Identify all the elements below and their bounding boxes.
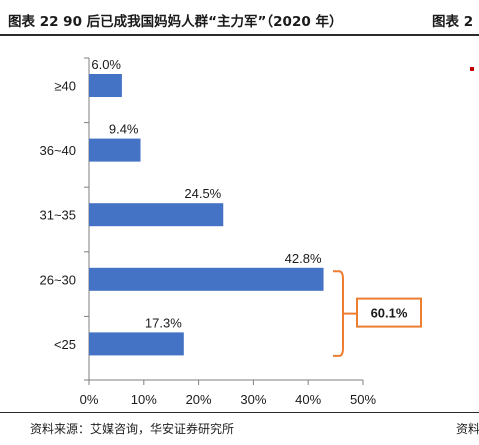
y-tick-label: 26~30: [39, 272, 76, 287]
header-rule: [0, 34, 479, 36]
bar-chart: 0% 10% 20% 30% 40% 50% ≥40 36~40 31~35 26~30 <25 6…: [39, 57, 422, 407]
data-label: 17.3%: [145, 315, 182, 330]
legend-marker-icon: [470, 67, 474, 71]
callout-value: 60.1%: [371, 306, 408, 321]
bar: [89, 74, 122, 97]
data-label: 42.8%: [285, 251, 322, 266]
bar: [89, 267, 324, 291]
y-tick-label: ≥40: [54, 79, 76, 94]
source-note-truncated: 资料: [456, 422, 479, 436]
x-tick-label: 10%: [131, 392, 157, 407]
chart-data-labels: 6.0% 9.4% 24.5% 42.8% 17.3%: [91, 57, 322, 330]
bar: [89, 138, 141, 162]
y-tick-label: 36~40: [39, 143, 76, 158]
chart-header: 图表 22 90 后已成我国妈妈人群“主力军”（2020 年） 图表 2: [0, 0, 479, 34]
chart-axes: 0% 10% 20% 30% 40% 50% ≥40 36~40 31~35 26~30 <25: [39, 57, 376, 407]
footer-rule: [0, 412, 479, 413]
callout-box: [356, 297, 422, 328]
y-tick-label: <25: [54, 337, 76, 352]
x-tick-label: 40%: [295, 392, 321, 407]
x-tick-label: 20%: [186, 392, 212, 407]
data-label: 9.4%: [109, 122, 139, 137]
callout-bracket: [333, 270, 344, 357]
x-tick-label: 30%: [240, 392, 266, 407]
chart-bars: [89, 74, 324, 356]
chart-title: 图表 22 90 后已成我国妈妈人群“主力军”（2020 年）: [8, 14, 343, 30]
data-label: 6.0%: [91, 57, 121, 72]
x-tick-label: 50%: [350, 392, 376, 407]
source-note: 资料来源：艾媒咨询，华安证券研究所: [30, 422, 235, 436]
x-tick-label: 0%: [80, 392, 99, 407]
data-label: 24.5%: [184, 186, 221, 201]
next-chart-title-truncated: 图表 2: [432, 14, 474, 30]
bar: [89, 203, 224, 227]
bar: [89, 332, 184, 356]
chart-callout: 60.1%: [333, 270, 422, 357]
y-tick-label: 31~35: [39, 208, 76, 223]
